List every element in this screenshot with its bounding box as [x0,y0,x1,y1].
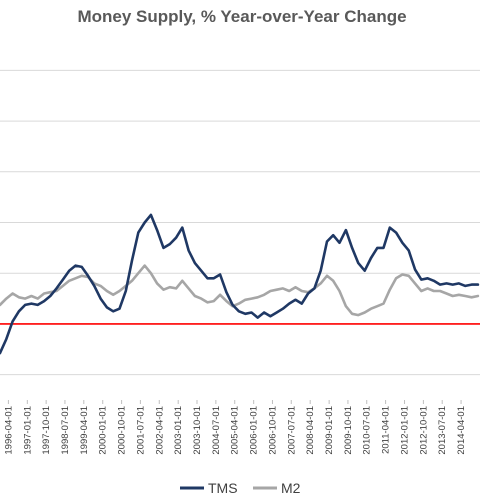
x-tick-label: 2002-04-01 [154,406,165,455]
x-tick-label: 2007-07-01 [286,406,297,455]
legend-label-m2: M2 [281,480,301,496]
series-line-tms [0,213,480,355]
x-tick-label: 2013-07-01 [437,406,448,455]
x-tick-label: 2006-01-01 [249,406,260,455]
x-tick-label: 2000-01-01 [98,406,109,455]
x-tick-label: 1997-10-01 [41,406,52,455]
series-lines [0,213,480,355]
x-tick-label: 2014-04-01 [456,406,467,455]
x-tick-label: 2012-01-01 [400,406,411,455]
x-tick-label: 1998-07-01 [60,406,71,455]
x-axis: 1996-04-01 1997-01-01 1997-10-01 1998-07-01… [3,400,467,455]
x-tick-label: 2010-07-01 [362,406,373,455]
x-tick-label: 2004-07-01 [211,406,222,455]
legend-label-tms: TMS [208,480,238,496]
x-tick-label: 1997-01-01 [22,406,33,455]
x-tick-label: 2009-01-01 [324,406,335,455]
chart-title: Money Supply, % Year-over-Year Change [77,7,406,26]
x-tick-label: 2000-10-01 [117,406,128,455]
x-tick-label: 2009-10-01 [343,406,354,455]
x-tick-label: 2011-04-01 [381,406,392,454]
legend: TMS M2 [180,480,301,496]
x-tick-label: 2003-10-01 [192,406,203,455]
x-tick-label: 2006-10-01 [267,406,278,455]
gridlines [0,69,480,376]
x-tick-label: 2003-01-01 [173,406,184,455]
x-tick-label: 2005-04-01 [230,406,241,455]
x-tick-label: 2012-10-01 [418,406,429,455]
x-tick-label: 2008-04-01 [305,406,316,455]
x-tick-label: 1999-04-01 [79,406,90,455]
series-line-m2 [0,264,480,317]
x-tick-label: 1996-04-01 [3,406,14,455]
x-tick-label: 2001-07-01 [135,406,146,455]
